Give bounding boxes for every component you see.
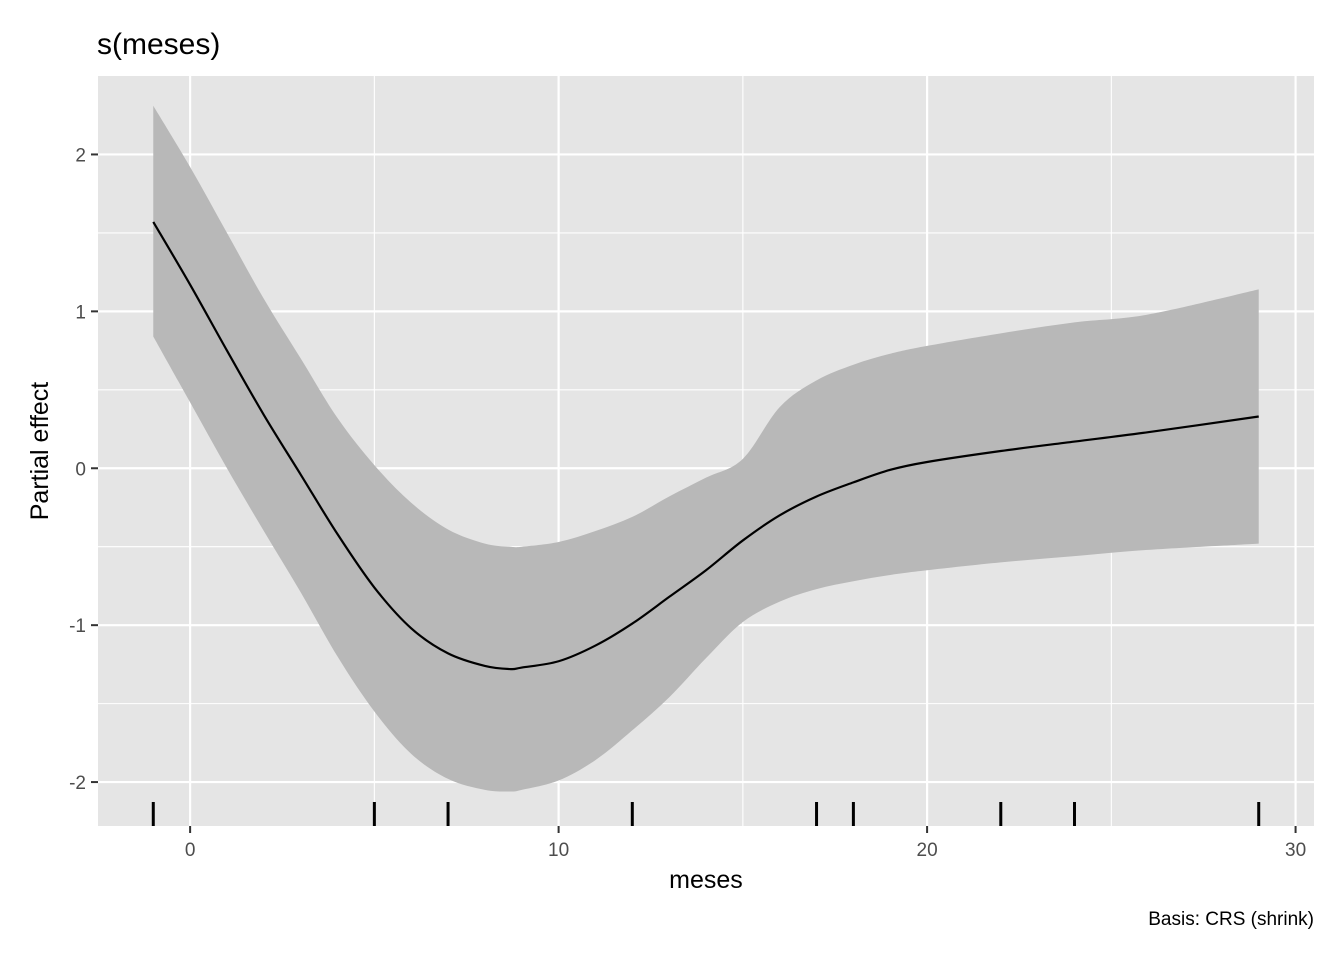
chart-title: s(meses) xyxy=(97,28,220,61)
y-tick-label: -2 xyxy=(69,773,86,794)
x-tick-label: 30 xyxy=(1285,840,1306,861)
rug-marks xyxy=(151,802,1261,826)
x-tick-label: 0 xyxy=(185,840,196,861)
y-tick-label: 1 xyxy=(75,302,86,323)
y-axis: -2 -1 0 1 2 xyxy=(69,145,98,794)
y-tick-label: 0 xyxy=(75,459,86,480)
chart-caption: Basis: CRS (shrink) xyxy=(1148,909,1314,930)
x-axis: 0 10 20 30 xyxy=(185,826,1306,861)
confidence-ribbon xyxy=(153,105,1259,792)
y-tick-label: 2 xyxy=(75,145,86,166)
y-tick-label: -1 xyxy=(69,616,86,637)
x-tick-label: 20 xyxy=(917,840,938,861)
x-tick-label: 10 xyxy=(548,840,569,861)
x-axis-title: meses xyxy=(669,866,743,894)
y-axis-title: Partial effect xyxy=(26,382,54,521)
partial-effect-line xyxy=(152,221,1259,671)
